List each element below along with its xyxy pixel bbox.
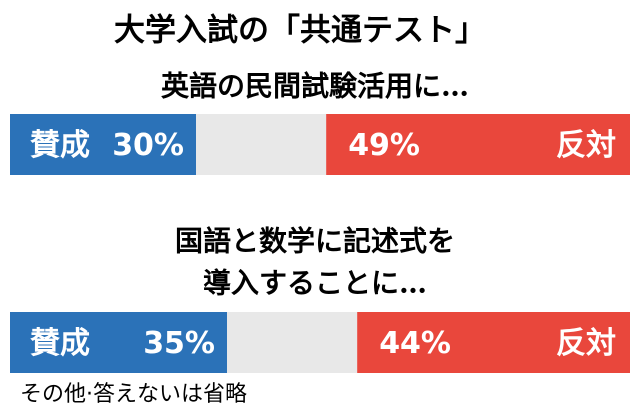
value-label: 49% [348,128,420,163]
legend-label: 賛成 [30,326,90,361]
legend-label: 賛成 [30,128,90,163]
page-title: 大学入試の「共通テスト」 [114,13,486,49]
subtitle: 国語と数学に記述式を [175,225,455,258]
subtitle: 導入することに… [203,267,427,300]
value-label: 35% [143,326,215,361]
value-label: 44% [379,326,451,361]
bar [10,114,196,175]
footnote: その他·答えないは省略 [20,382,247,407]
bar [357,312,630,373]
bar [326,114,630,175]
bar [10,312,227,373]
subtitle: 英語の民間試験活用に… [161,70,469,103]
legend-label: 反対 [556,128,616,163]
legend-label: 反対 [556,326,616,361]
value-label: 30% [112,128,184,163]
